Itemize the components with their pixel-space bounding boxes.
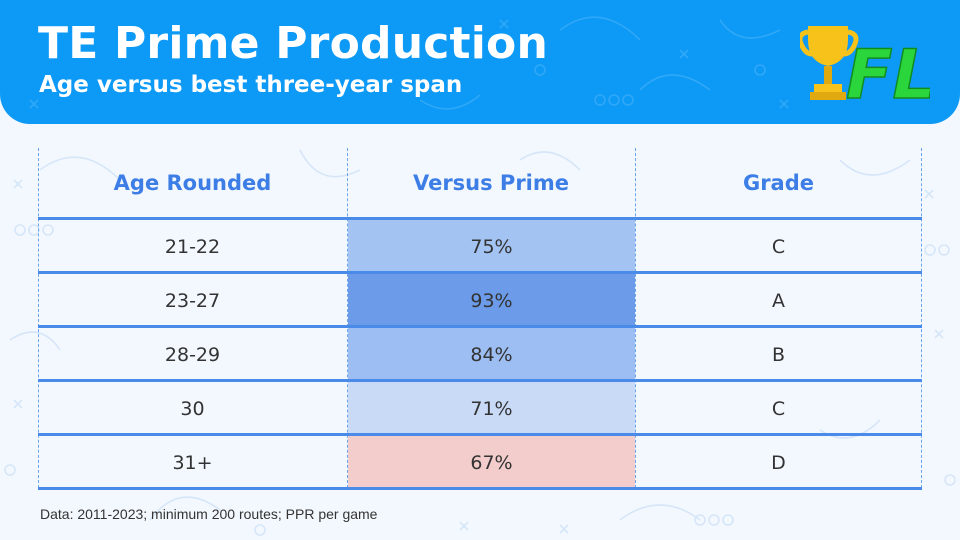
cell-grade: B [771, 344, 786, 366]
header-pattern [29, 16, 789, 110]
header-versus-prime: Versus Prime [412, 171, 570, 195]
row-divider [38, 379, 922, 382]
page-title: TE Prime Production [38, 18, 548, 69]
cell-grade: A [772, 290, 785, 312]
row-divider [38, 325, 922, 328]
trophy-icon [800, 26, 859, 100]
table-row: 31+ 67% D [38, 436, 922, 490]
column-divider [921, 148, 922, 488]
row-divider [38, 487, 922, 490]
cell-versus-prime: 71% [348, 382, 635, 436]
table-row: 28-29 84% B [38, 328, 922, 382]
logo-text: FL [846, 36, 930, 108]
column-divider [635, 148, 636, 488]
page-subtitle: Age versus best three-year span [39, 72, 463, 98]
row-divider [38, 433, 922, 436]
cell-versus-prime: 93% [348, 274, 635, 328]
cell-age: 31+ [172, 452, 213, 474]
footnote: Data: 2011-2023; minimum 200 routes; PPR… [40, 506, 378, 522]
column-divider [38, 148, 39, 488]
cell-grade: C [771, 398, 786, 420]
header-grade: Grade [742, 171, 815, 195]
row-divider [38, 271, 922, 274]
cell-age: 23-27 [164, 290, 221, 312]
trophy-logo: FL [800, 26, 930, 108]
cell-versus-prime: 67% [348, 436, 635, 490]
table-row: 23-27 93% A [38, 274, 922, 328]
cell-grade: D [771, 452, 786, 474]
cell-versus-prime: 84% [348, 328, 635, 382]
header-age-rounded: Age Rounded [113, 171, 272, 195]
table-row: 30 71% C [38, 382, 922, 436]
header-banner: TE Prime Production Age versus best thre… [0, 0, 960, 124]
prime-production-table: Age Rounded Versus Prime Grade 21-22 75%… [38, 148, 922, 490]
cell-grade: C [771, 236, 786, 258]
cell-age: 28-29 [164, 344, 221, 366]
cell-age: 21-22 [164, 236, 221, 258]
cell-age: 30 [180, 398, 205, 420]
cell-versus-prime: 75% [348, 220, 635, 274]
row-divider [38, 217, 922, 220]
column-divider [347, 148, 348, 488]
table-row: 21-22 75% C [38, 220, 922, 274]
